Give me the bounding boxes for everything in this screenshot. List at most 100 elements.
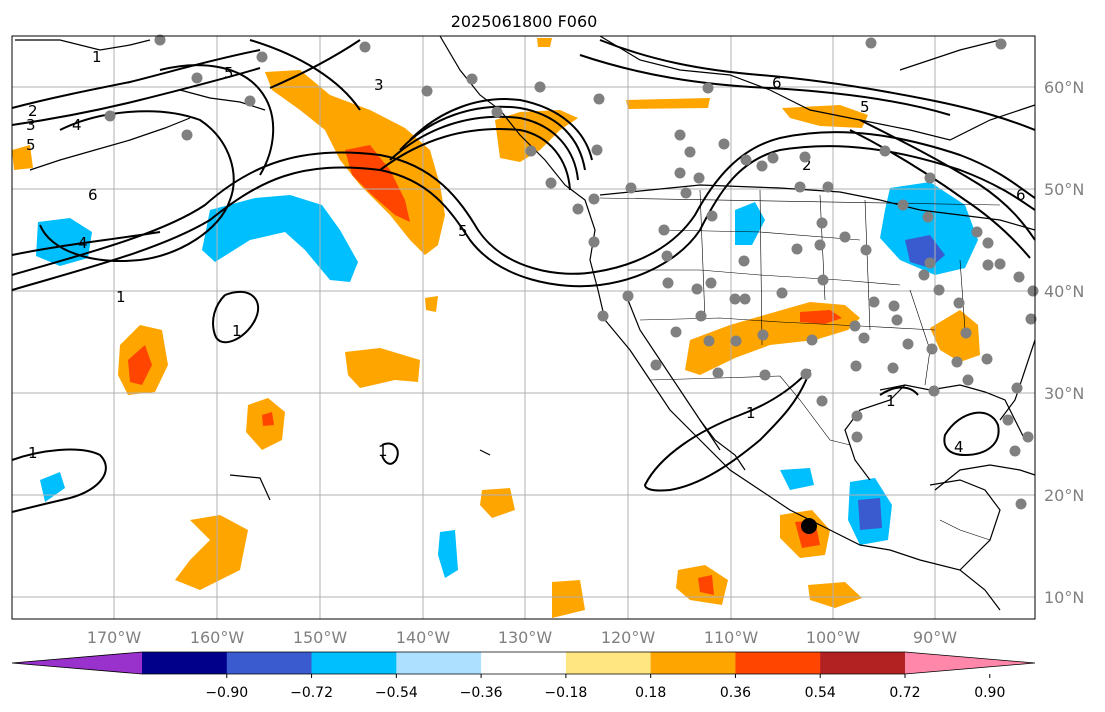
station-dot — [924, 257, 936, 269]
lat-label: 30°N — [1044, 384, 1084, 403]
station-dot — [933, 284, 945, 296]
station-dot — [759, 369, 771, 381]
station-dot — [849, 320, 861, 332]
station-dot — [865, 37, 877, 49]
station-dot — [650, 359, 662, 371]
station-dot — [922, 211, 934, 223]
lat-label: 60°N — [1044, 78, 1084, 97]
station-dot — [776, 287, 788, 299]
station-dot — [658, 224, 670, 236]
anomaly-region — [858, 498, 882, 530]
colorbar-segment — [396, 652, 482, 674]
anomaly-region — [552, 580, 585, 618]
station-dot — [154, 34, 166, 46]
anomaly-region — [735, 202, 765, 245]
station-dot — [705, 277, 717, 289]
station-dot — [739, 293, 751, 305]
station-dot — [814, 239, 826, 251]
map-panel: 1 2 3 4 5 5 6 4 1 1 1 1 1 1 4 2 3 5 6 5 … — [11, 34, 1039, 620]
contour-lines — [11, 39, 1036, 513]
anomaly-region — [425, 296, 438, 312]
station-dot — [729, 293, 741, 305]
station-dot — [593, 93, 605, 105]
station-dot — [822, 181, 834, 193]
station-dot — [597, 310, 609, 322]
anomaly-region — [626, 98, 710, 109]
station-dot — [466, 73, 478, 85]
station-dot — [588, 193, 600, 205]
anomaly-region — [345, 145, 410, 222]
contour-label: 4 — [72, 116, 82, 134]
station-dot — [794, 181, 806, 193]
station-dot — [718, 138, 730, 150]
anomaly-region — [262, 412, 274, 426]
station-dot — [1015, 498, 1027, 510]
station-dot — [860, 244, 872, 256]
contour-label: 1 — [746, 404, 756, 422]
colorbar-segment — [735, 652, 821, 674]
station-dot — [256, 51, 268, 63]
contour-label: 3 — [374, 76, 384, 94]
station-dot — [712, 367, 724, 379]
station-dot — [674, 167, 686, 179]
colorbar-tick-label: 0.72 — [889, 685, 920, 701]
station-dot — [891, 314, 903, 326]
station-dot — [839, 231, 851, 243]
station-dot — [960, 327, 972, 339]
station-dot — [572, 203, 584, 215]
station-dot — [791, 243, 803, 255]
contour-labels: 1 2 3 4 5 5 6 4 1 1 1 1 1 1 4 2 3 5 6 5 … — [26, 48, 1026, 462]
lat-label: 40°N — [1044, 282, 1084, 301]
map-title: 2025061800 F060 — [451, 12, 598, 31]
station-dot — [816, 395, 828, 407]
anomaly-region — [800, 310, 842, 324]
station-dot — [858, 332, 870, 344]
station-dot — [491, 106, 503, 118]
station-dot — [982, 259, 994, 271]
contour-label: 5 — [224, 64, 234, 82]
station-dot — [661, 250, 673, 262]
colorbar-segment — [142, 652, 228, 674]
colorbar-tick-label: 0.54 — [805, 685, 836, 701]
colorbar-extend-min — [12, 652, 142, 674]
anomaly-region — [128, 345, 152, 385]
lon-label: 120°W — [601, 628, 656, 647]
lon-label: 100°W — [806, 628, 861, 647]
contour-label: 1 — [116, 288, 126, 306]
station-dot — [703, 335, 715, 347]
station-dot — [684, 146, 696, 158]
station-dot — [951, 356, 963, 368]
station-dot — [525, 145, 537, 157]
station-dot — [800, 368, 812, 380]
contour-label: 4 — [954, 438, 964, 456]
station-dot — [851, 410, 863, 422]
station-dot — [588, 236, 600, 248]
station-dot — [738, 255, 750, 267]
station-dot — [1027, 285, 1039, 297]
station-dot — [674, 129, 686, 141]
station-dot — [680, 187, 692, 199]
colorbar-tick-label: −0.36 — [460, 685, 503, 701]
contour-label: 6 — [1016, 186, 1026, 204]
colorbar-segment — [820, 652, 906, 674]
contour-label: 2 — [28, 102, 38, 120]
station-dot — [359, 41, 371, 53]
latitude-labels: 60°N 50°N 40°N 30°N 20°N 10°N — [1044, 78, 1084, 607]
station-dot — [662, 277, 674, 289]
contour-label: 1 — [886, 392, 896, 410]
station-dot — [817, 274, 829, 286]
contour-label: 1 — [232, 322, 242, 340]
station-dot — [670, 326, 682, 338]
colorbar-tick-label: −0.72 — [290, 685, 333, 701]
station-dot — [1011, 382, 1023, 394]
colorbar-tick-label: 0.36 — [720, 685, 751, 701]
station-dot — [850, 360, 862, 372]
station-dot — [695, 310, 707, 322]
station-dot — [897, 199, 909, 211]
lon-label: 160°W — [190, 628, 245, 647]
station-dot — [981, 353, 993, 365]
contour-label: 5 — [458, 222, 468, 240]
station-dot — [953, 297, 965, 309]
colorbar-segment — [481, 652, 567, 674]
